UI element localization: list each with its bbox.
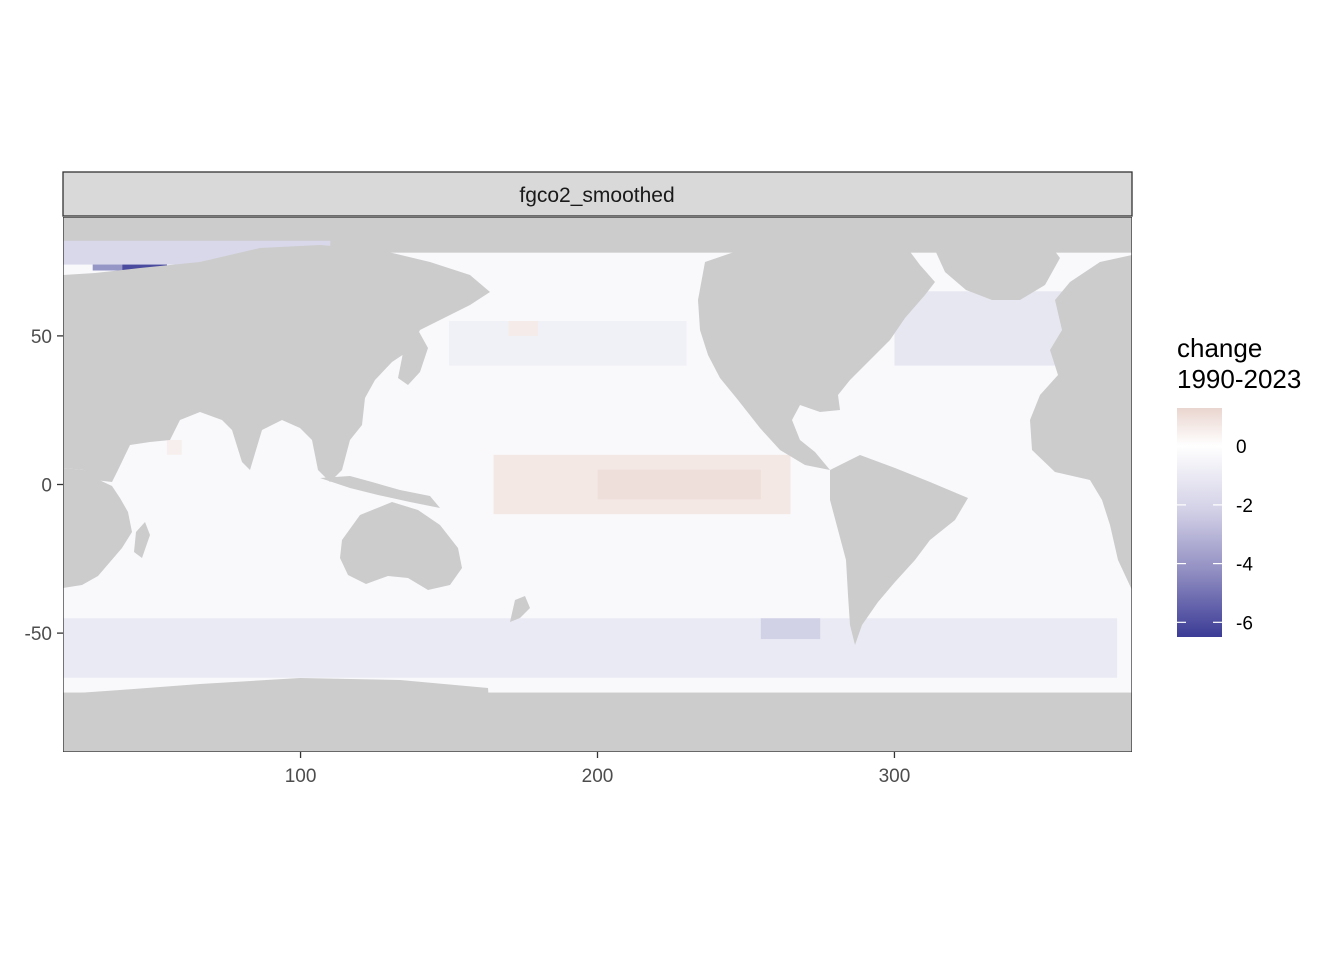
facet-strip-label: fgco2_smoothed bbox=[519, 184, 674, 207]
japan-islands bbox=[398, 330, 428, 385]
indonesia-islands bbox=[320, 476, 440, 508]
legend-title-line1: change bbox=[1177, 333, 1262, 363]
legend-break-label: 0 bbox=[1236, 437, 1247, 458]
legend-break-label: -4 bbox=[1236, 555, 1253, 576]
australia-landmass bbox=[340, 502, 462, 590]
madagascar-island bbox=[134, 522, 150, 558]
antarctica-landmass bbox=[63, 678, 1132, 752]
anomaly-cell-9 bbox=[508, 321, 539, 336]
legend-break-label: -6 bbox=[1236, 613, 1253, 634]
y-axis: 50 0 -50 bbox=[25, 327, 63, 645]
continents bbox=[63, 236, 1132, 752]
south-america-landmass bbox=[830, 455, 968, 645]
facet-strip bbox=[62, 171, 1133, 217]
new-zealand-island bbox=[510, 596, 530, 622]
eurasia-landmass bbox=[63, 245, 490, 482]
y-tick-label: 50 bbox=[31, 327, 52, 348]
anomaly-cell-8 bbox=[760, 618, 821, 640]
legend-title-line2: 1990-2023 bbox=[1177, 364, 1301, 394]
legend-break-label: -2 bbox=[1236, 496, 1253, 517]
north-america-landmass bbox=[698, 240, 935, 470]
anomaly-cell-10 bbox=[166, 439, 182, 455]
anomaly-cell-6 bbox=[449, 321, 687, 366]
y-tick-label: -50 bbox=[25, 624, 52, 645]
legend-breaks: 0 -2 -4 -6 bbox=[1177, 437, 1253, 634]
europe-africa-east-landmass bbox=[1030, 255, 1132, 590]
anomaly-cell-7 bbox=[63, 618, 1118, 678]
x-tick-label: 300 bbox=[879, 766, 911, 787]
africa-landmass bbox=[63, 468, 132, 588]
anomaly-cell-1 bbox=[597, 469, 761, 500]
y-tick-label: 0 bbox=[41, 476, 52, 497]
legend-colorbar bbox=[1177, 408, 1222, 637]
x-axis: 100 200 300 bbox=[285, 752, 911, 787]
legend: change 1990-2023 0 -2 -4 -6 bbox=[1177, 333, 1301, 637]
x-tick-label: 200 bbox=[582, 766, 614, 787]
map-panel bbox=[63, 217, 1132, 752]
anomaly-cells bbox=[63, 240, 1118, 678]
greenland-landmass bbox=[935, 236, 1060, 300]
x-tick-label: 100 bbox=[285, 766, 317, 787]
